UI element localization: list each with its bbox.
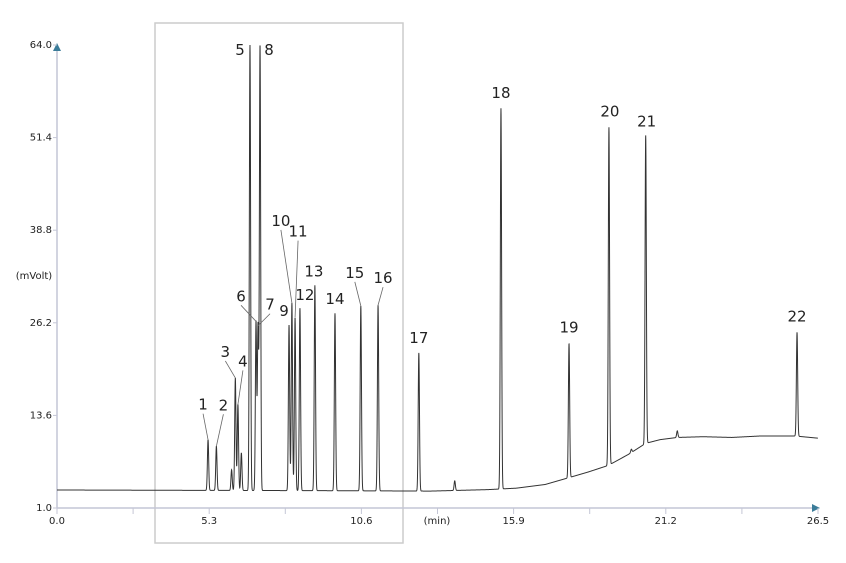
x-tick-label: 15.9: [502, 516, 524, 527]
peak-label: 9: [279, 302, 289, 320]
peak-label: 16: [374, 269, 393, 287]
peak-leader-line: [202, 413, 209, 440]
peak-label: 6: [236, 287, 246, 305]
x-tick-label: 21.2: [655, 516, 677, 527]
peak-leader-line: [354, 281, 362, 306]
x-axis-label: (min): [424, 516, 451, 527]
peak-label: 2: [219, 396, 229, 414]
peak-label: 19: [559, 318, 578, 336]
peak-leader-line: [240, 305, 257, 322]
peak-leader-line: [377, 287, 384, 306]
y-axis-label: (mVolt): [16, 271, 53, 282]
peak-label: 17: [409, 329, 428, 347]
y-tick-label: 38.8: [30, 225, 52, 236]
peak-leader-line: [280, 229, 293, 304]
x-tick-label: 26.5: [807, 516, 829, 527]
peak-label: 13: [304, 262, 323, 280]
y-tick-label: 51.4: [30, 133, 52, 144]
peak-label: 7: [265, 296, 275, 314]
peak-label: 22: [787, 307, 806, 325]
peak-label: 14: [325, 290, 344, 308]
peak-label: 3: [221, 343, 231, 361]
peak-leader-line: [215, 414, 224, 447]
peak-label: 11: [289, 223, 308, 241]
y-tick-label: 13.6: [30, 410, 52, 421]
peak-label: 8: [264, 41, 274, 59]
peak-label: 4: [238, 352, 248, 370]
peak-label: 10: [271, 212, 290, 230]
peak-label: 12: [295, 286, 314, 304]
peak-leader-line: [224, 360, 236, 379]
y-tick-label: 26.2: [30, 318, 52, 329]
peak-leader-line: [237, 370, 244, 405]
chromatogram-trace: [57, 44, 818, 492]
peak-label: 21: [637, 112, 656, 130]
selection-box[interactable]: [154, 22, 404, 544]
peak-label: 18: [491, 84, 510, 102]
x-tick-label: 5.3: [201, 516, 217, 527]
peak-leader-line: [257, 313, 271, 327]
peak-label: 1: [198, 396, 208, 414]
x-tick-label: 0.0: [49, 516, 65, 527]
x-tick-label: 10.6: [350, 516, 372, 527]
peak-label: 5: [235, 41, 245, 59]
y-axis-arrow-icon: [53, 43, 61, 51]
x-axis-arrow-icon: [812, 504, 820, 512]
y-tick-label: 1.0: [36, 503, 52, 514]
peak-label: 20: [600, 102, 619, 120]
peak-label: 15: [345, 264, 364, 282]
peak-leader-line: [294, 240, 299, 318]
y-tick-label: 64.0: [30, 40, 52, 51]
